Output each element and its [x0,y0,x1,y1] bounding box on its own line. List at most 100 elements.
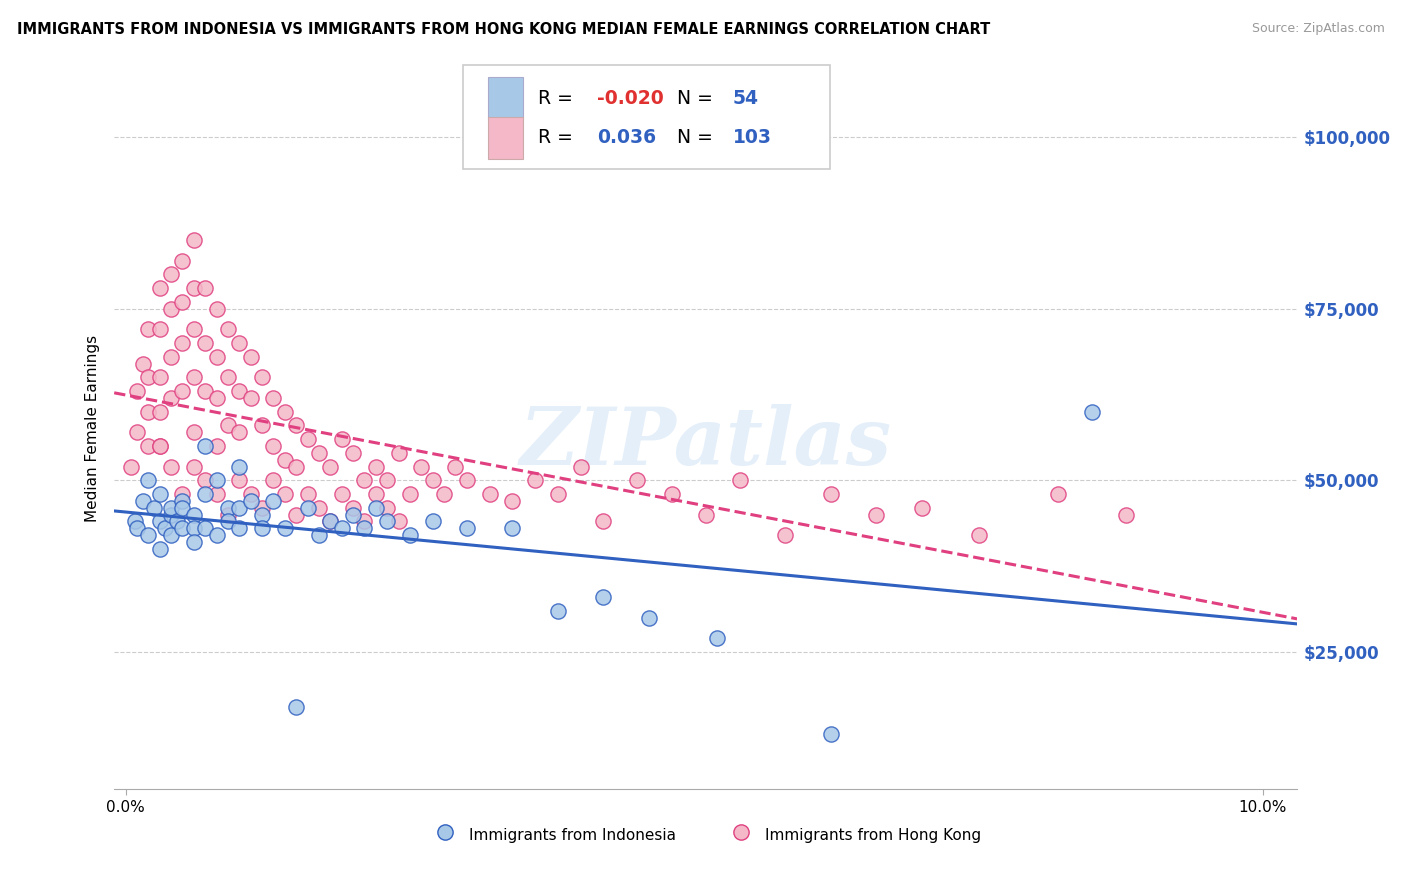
Point [149,281,172,295]
Point [330,487,353,501]
Point [228,336,250,351]
Point [160,528,183,542]
Point [375,515,398,529]
Point [205,473,228,487]
Point [444,459,467,474]
Point [274,487,297,501]
Text: 54: 54 [733,88,759,108]
Point [205,391,228,405]
Point [160,459,183,474]
Point [125,425,148,440]
Point [274,405,297,419]
Point [228,425,250,440]
Text: Source: ZipAtlas.com: Source: ZipAtlas.com [1251,22,1385,36]
Point [205,487,228,501]
Text: R =: R = [537,88,578,108]
FancyBboxPatch shape [488,117,523,159]
Point [183,508,205,522]
Point [626,473,648,487]
Point [569,459,592,474]
Point [285,508,308,522]
Point [228,384,250,398]
Text: R =: R = [537,128,578,147]
Point [250,521,273,535]
Point [820,487,842,501]
Point [217,508,239,522]
Point [353,473,375,487]
Point [250,418,273,433]
Point [364,487,387,501]
Point [194,384,217,398]
Point [637,610,659,624]
Point [183,322,205,336]
Point [149,322,172,336]
Point [695,508,717,522]
Point [172,253,194,268]
Point [239,391,262,405]
Point [120,459,142,474]
Text: -0.020: -0.020 [596,88,664,108]
Point [478,487,501,501]
Point [262,494,284,508]
Point [250,500,273,515]
Point [387,446,409,460]
Point [342,508,364,522]
Point [217,370,239,384]
Point [194,336,217,351]
Point [330,521,353,535]
Text: ZIPatlas: ZIPatlas [520,404,891,482]
Point [149,439,172,453]
Point [205,301,228,316]
Point [728,473,751,487]
Point [194,521,217,535]
Point [456,521,478,535]
Text: 0.036: 0.036 [596,128,657,147]
Point [250,508,273,522]
Point [160,350,183,364]
Point [160,301,183,316]
Point [422,515,444,529]
Point [911,500,934,515]
Point [865,508,887,522]
Point [250,370,273,384]
Point [661,487,683,501]
Point [149,370,172,384]
Point [194,487,217,501]
Point [194,439,217,453]
Point [285,418,308,433]
Point [297,432,319,446]
Point [285,699,308,714]
Point [136,322,159,336]
Point [205,528,228,542]
Point [172,521,194,535]
Point [125,521,148,535]
Text: 103: 103 [733,128,772,147]
Point [297,487,319,501]
Point [205,350,228,364]
Point [501,521,523,535]
Point [160,391,183,405]
Point [183,233,205,247]
Text: N =: N = [678,128,718,147]
Point [217,500,239,515]
Point [136,528,159,542]
Point [143,500,166,515]
Point [124,515,146,529]
Point [967,528,990,542]
Point [183,370,205,384]
Point [706,631,728,645]
Point [399,528,422,542]
Point [387,515,409,529]
Point [172,336,194,351]
Text: IMMIGRANTS FROM INDONESIA VS IMMIGRANTS FROM HONG KONG MEDIAN FEMALE EARNINGS CO: IMMIGRANTS FROM INDONESIA VS IMMIGRANTS … [17,22,990,37]
Point [155,521,177,535]
Point [172,494,194,508]
Point [1047,487,1070,501]
Point [131,494,153,508]
Point [172,487,194,501]
Text: Immigrants from Hong Kong: Immigrants from Hong Kong [765,829,981,844]
Text: N =: N = [678,88,718,108]
Point [239,494,262,508]
Point [149,515,172,529]
Point [172,500,194,515]
